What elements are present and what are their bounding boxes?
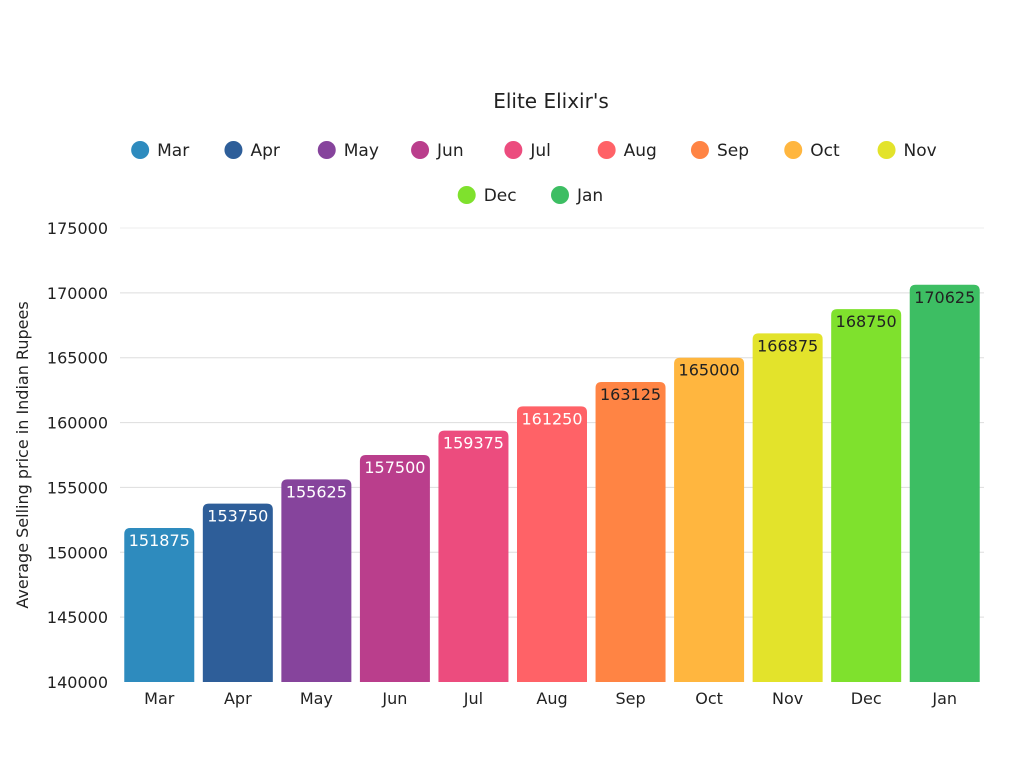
legend-label: Oct	[810, 141, 840, 161]
bar-data-label: 157500	[364, 458, 425, 477]
bar-may	[281, 479, 352, 682]
bar-dec	[831, 309, 902, 682]
legend-label: Aug	[624, 141, 657, 161]
y-tick-label: 140000	[47, 673, 108, 692]
x-tick-label: Mar	[144, 689, 175, 708]
bar-data-label: 151875	[129, 531, 190, 550]
legend-swatch	[317, 141, 336, 159]
legend-label: Mar	[157, 141, 189, 161]
bar-data-label: 168750	[836, 312, 897, 331]
y-tick-label: 165000	[47, 349, 108, 368]
y-tick-label: 155000	[47, 478, 108, 497]
bar-jan	[909, 284, 980, 682]
legend-swatch	[131, 141, 150, 159]
y-axis-label: Average Selling price in Indian Rupees	[13, 301, 32, 608]
legend-label: Sep	[717, 141, 749, 161]
legend-label: Dec	[484, 186, 517, 206]
legend-swatch	[504, 141, 523, 159]
y-tick-label: 160000	[47, 414, 108, 433]
x-tick-label: Jan	[931, 689, 957, 708]
y-tick-label: 175000	[47, 219, 108, 238]
legend-item-may[interactable]: May	[317, 141, 379, 161]
bar-nov	[752, 333, 823, 682]
legend-item-apr[interactable]: Apr	[224, 141, 280, 161]
x-tick-label: Nov	[772, 689, 803, 708]
x-axis-ticks: Mar Apr May Jun Jul Aug Sep Oct Nov Dec Jan	[144, 689, 957, 708]
legend-swatch	[224, 141, 243, 159]
bars	[124, 284, 980, 682]
bar-data-label: 161250	[521, 409, 582, 428]
legend-item-mar[interactable]: Mar	[131, 141, 189, 161]
legend-label: Jul	[529, 141, 551, 161]
bar-data-label: 166875	[757, 336, 818, 355]
bar-data-label: 170625	[914, 288, 975, 307]
legend-swatch	[784, 141, 803, 159]
x-tick-label: Jun	[381, 689, 407, 708]
chart-title: Elite Elixir's	[493, 89, 609, 113]
y-tick-label: 145000	[47, 608, 108, 627]
legend-swatch	[690, 141, 709, 159]
bar-data-label: 155625	[286, 482, 347, 501]
bar-data-label: 163125	[600, 385, 661, 404]
legend-item-jul[interactable]: Jul	[504, 141, 551, 161]
legend-label: Apr	[250, 141, 279, 161]
bar-mar	[124, 527, 195, 682]
x-tick-label: May	[300, 689, 333, 708]
legend-label: Jan	[576, 186, 603, 206]
legend-label: Nov	[904, 141, 937, 161]
bar-jun	[359, 455, 430, 682]
legend-item-dec[interactable]: Dec	[457, 186, 517, 206]
legend-item-jan[interactable]: Jan	[551, 186, 603, 206]
legend-swatch	[877, 141, 896, 159]
legend-item-aug[interactable]: Aug	[597, 141, 657, 161]
x-tick-label: Dec	[851, 689, 882, 708]
legend-item-nov[interactable]: Nov	[877, 141, 937, 161]
x-tick-label: Apr	[224, 689, 252, 708]
x-tick-label: Jul	[463, 689, 483, 708]
legend-label: Jun	[436, 141, 464, 161]
legend-item-jun[interactable]: Jun	[411, 141, 464, 161]
bar-jul	[438, 430, 509, 682]
bar-data-label: 153750	[207, 507, 268, 526]
bar-data-label: 165000	[679, 361, 740, 380]
legend-swatch	[457, 186, 476, 204]
bar-apr	[202, 503, 273, 682]
bar-aug	[517, 406, 587, 682]
y-tick-label: 150000	[47, 543, 108, 562]
y-axis-ticks: 140000 145000 150000 155000 160000 165000 1700…	[47, 219, 108, 692]
legend-swatch	[551, 186, 569, 204]
bar-data-labels: 151875 153750 155625 157500 159375 161250 1631…	[129, 288, 976, 550]
x-tick-label: Oct	[695, 689, 723, 708]
bar-sep	[595, 382, 666, 682]
x-tick-label: Sep	[615, 689, 645, 708]
legend: Mar Apr May Jun Jul Aug Sep Oct Nov Dec Jan	[131, 141, 937, 206]
bar-data-label: 159375	[443, 434, 504, 453]
legend-item-sep[interactable]: Sep	[690, 141, 749, 161]
legend-item-oct[interactable]: Oct	[784, 141, 840, 161]
bar-oct	[674, 357, 745, 682]
legend-swatch	[597, 141, 616, 159]
x-tick-label: Aug	[536, 689, 567, 708]
y-tick-label: 170000	[47, 284, 108, 303]
legend-swatch	[411, 141, 430, 159]
legend-label: May	[344, 141, 379, 161]
